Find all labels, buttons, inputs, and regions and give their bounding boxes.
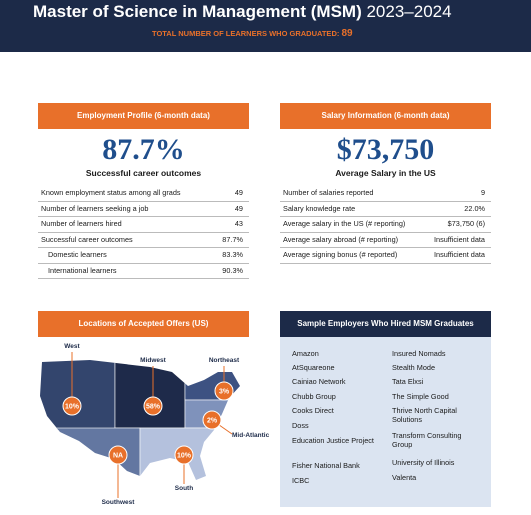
- row-value: 22.0%: [464, 203, 485, 213]
- graduates-value: 89: [341, 28, 353, 39]
- table-row: Known employment status among all grads 4…: [38, 186, 249, 202]
- row-value: $73,750 (6): [447, 219, 485, 228]
- marker-value: NA: [113, 453, 123, 460]
- row-value: 87.7%: [222, 234, 243, 244]
- employer: Doss: [292, 421, 309, 430]
- table-row: Average salary in the US (# reporting) $7…: [280, 217, 491, 233]
- row-label: International learners: [48, 265, 117, 275]
- row-value: 83.3%: [222, 250, 243, 259]
- row-label: Average signing bonus (# reported): [283, 250, 398, 259]
- row-label: Average salary in the US (# reporting): [283, 219, 406, 228]
- table-row: Average salary abroad (# reporting) Insuf…: [280, 233, 491, 248]
- table: Known employment status among all grads 4…: [38, 186, 249, 279]
- table: Number of salaries reported 9 Salary knowl…: [280, 186, 491, 264]
- employer: Transform Consulting Group: [392, 431, 462, 449]
- row-label: Number of salaries reported: [283, 188, 374, 197]
- marker: [143, 396, 163, 416]
- markers: 10% West 58% Midwest 3% Northeast 2% Mid-Atlant…: [62, 343, 270, 506]
- row-value: Insufficient data: [434, 250, 485, 259]
- employer: Cainiao Network: [292, 377, 346, 386]
- row-value: 49: [234, 188, 243, 197]
- section-heading: Locations of Accepted Offers (US): [38, 311, 249, 337]
- marker: [174, 445, 194, 465]
- title-text: Master of Science in Management (MSM): [33, 2, 362, 21]
- row-label: Known employment status among all grads: [41, 188, 181, 197]
- graduates: TOTAL NUMBER OF LEARNERS WHO GRADUATED: …: [152, 28, 353, 39]
- employer: Cooks Direct: [292, 406, 334, 415]
- row-value: 49: [234, 203, 243, 213]
- header: Master of Science in Management (MSM) 20…: [0, 0, 531, 52]
- title: Master of Science in Management (MSM) 20…: [33, 2, 452, 22]
- employer: Tata Elxsi: [392, 377, 424, 386]
- region-name: West: [64, 343, 80, 350]
- row-label: Domestic learners: [48, 250, 107, 259]
- year: 2023–2024: [366, 2, 452, 21]
- employer: Amazon: [292, 349, 319, 358]
- table-row: Successful career outcomes 87.7%: [38, 233, 249, 248]
- employer: Valenta: [392, 473, 417, 482]
- table-row: Number of learners hired 43: [38, 217, 249, 233]
- marker: [202, 410, 222, 430]
- section-heading: Sample Employers Who Hired MSM Graduates: [280, 311, 491, 337]
- region-name: Southwest: [102, 499, 136, 506]
- employer: ICBC: [292, 476, 310, 485]
- employer: Fisher National Bank: [292, 461, 360, 470]
- table-row: Average signing bonus (# reported) Insuff…: [280, 248, 491, 264]
- marker-value: 58%: [146, 404, 161, 411]
- region-name: Northeast: [209, 357, 240, 364]
- row-value: Insufficient data: [434, 234, 485, 244]
- row-value: 90.3%: [222, 265, 243, 275]
- employer: Stealth Mode: [392, 363, 435, 372]
- marker-value: 3%: [219, 389, 230, 396]
- row-label: Number of learners hired: [41, 219, 122, 228]
- marker: [214, 381, 234, 401]
- employer: Chubb Group: [292, 392, 336, 401]
- section-heading: Salary Information (6-month data): [280, 103, 491, 129]
- employers-panel: Amazon AtSquareone Cainiao Network Chubb Gr…: [280, 337, 491, 507]
- region-name: South: [175, 485, 193, 492]
- employer: The Simple Good: [392, 392, 449, 401]
- table-row: Number of salaries reported 9: [280, 186, 491, 202]
- table-row: Domestic learners 83.3%: [38, 248, 249, 264]
- employer: Insured Nomads: [392, 349, 446, 358]
- employer: Thrive North Capital Solutions: [392, 406, 457, 424]
- marker-value: 10%: [177, 453, 192, 460]
- table-row: Number of learners seeking a job 49: [38, 202, 249, 217]
- employer: AtSquareone: [292, 363, 335, 372]
- row-label: Successful career outcomes: [41, 234, 133, 244]
- row-label: Salary knowledge rate: [283, 203, 356, 213]
- big-label: Successful career outcomes: [85, 168, 202, 178]
- big-label: Average Salary in the US: [335, 168, 436, 178]
- row-value: 43: [234, 219, 243, 228]
- employer: University of Illinois: [392, 458, 455, 467]
- table-row: Salary knowledge rate 22.0%: [280, 202, 491, 217]
- marker: [62, 396, 82, 416]
- marker-value: 10%: [65, 404, 80, 411]
- table-row: International learners 90.3%: [38, 264, 249, 279]
- big-value: $73,750: [336, 133, 435, 166]
- marker: [108, 445, 128, 465]
- graduates-label: TOTAL NUMBER OF LEARNERS WHO GRADUATED:: [152, 29, 340, 38]
- marker-value: 2%: [207, 418, 218, 425]
- row-label: Average salary abroad (# reporting): [283, 234, 399, 244]
- row-label: Number of learners seeking a job: [41, 203, 149, 213]
- region-name: Mid-Atlantic: [232, 432, 270, 439]
- row-value: 9: [480, 188, 485, 197]
- big-value: 87.7%: [102, 133, 185, 166]
- section-heading: Employment Profile (6-month data): [38, 103, 249, 129]
- region-name: Midwest: [140, 357, 166, 364]
- employer: Education Justice Project: [292, 436, 374, 445]
